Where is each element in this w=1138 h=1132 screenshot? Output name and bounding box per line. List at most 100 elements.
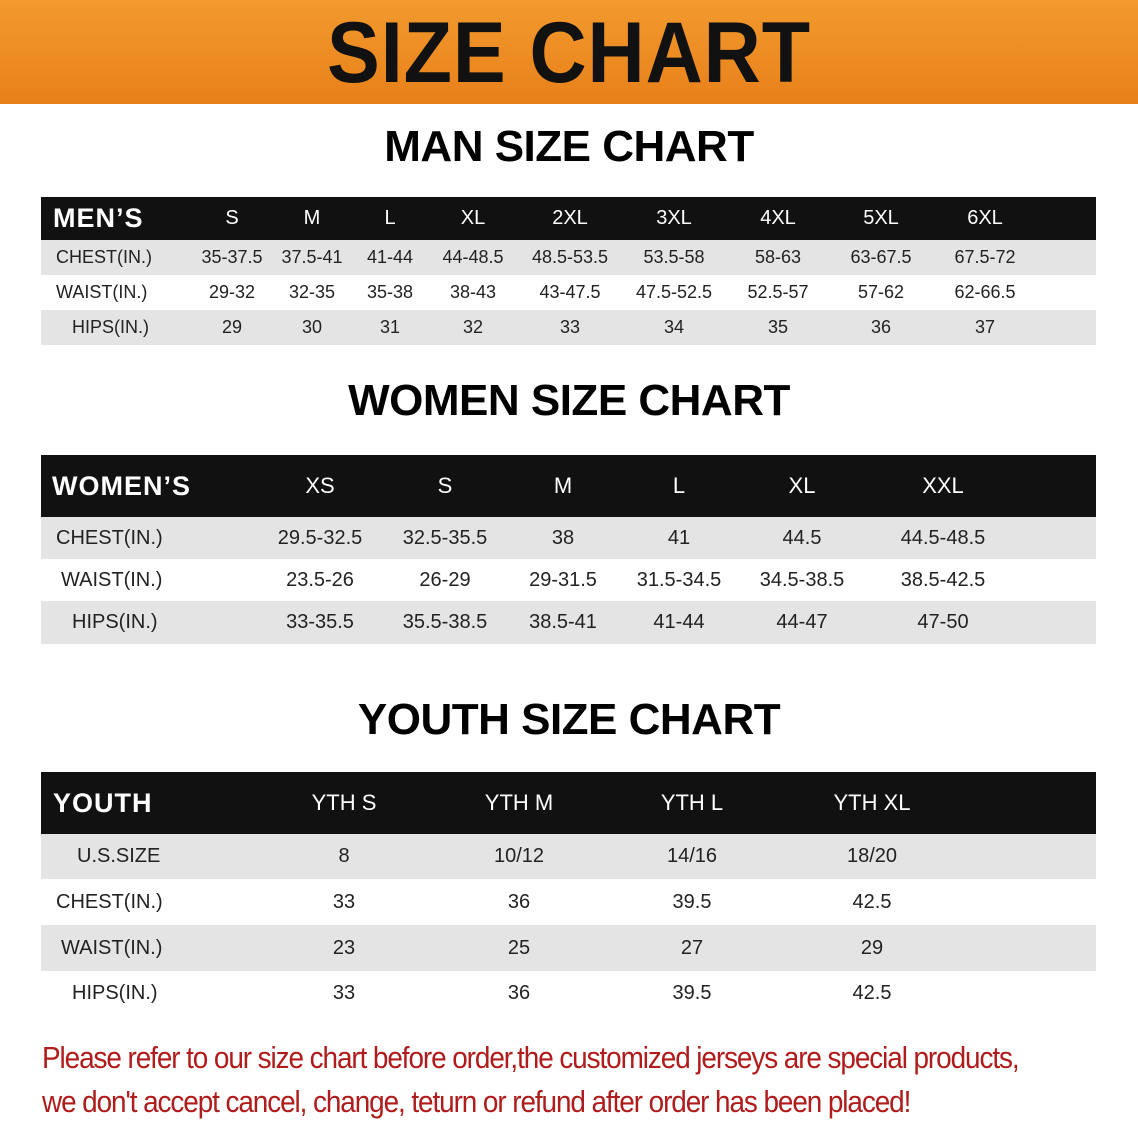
table-row: WAIST(IN.) 29-32 32-35 35-38 38-43 43-47.5 47.… (41, 275, 1096, 310)
table-cell: 18/20 (846, 845, 898, 867)
table-cell: 43-47.5 (539, 282, 601, 302)
table-row: HIPS(IN.) 33 36 39.5 42.5 (41, 971, 1096, 1016)
table-cell: 32 (462, 317, 484, 337)
table-row: CHEST(IN.) 35-37.5 37.5-41 41-44 44-48.5 48.5… (41, 240, 1096, 275)
row-label: HIPS(IN.) (72, 317, 150, 337)
size-header-5xl: 5XL (863, 207, 899, 229)
table-cell: 62-66.5 (954, 282, 1016, 302)
table-cell: 10/12 (493, 845, 545, 867)
banner-title: SIZE CHART (327, 5, 811, 101)
table-row: WAIST(IN.) 23.5-26 26-29 29-31.5 31.5-34.5 34… (41, 559, 1096, 601)
table-cell: 23.5-26 (286, 568, 354, 591)
size-header-2xl: 2XL (552, 207, 588, 229)
table-row: WAIST(IN.) 23 25 27 29 (41, 925, 1096, 971)
table-cell: 33-35.5 (286, 611, 354, 633)
table-cell: 29-31.5 (529, 568, 597, 591)
table-cell: 52.5-57 (747, 282, 809, 302)
table-cell: 44-47 (776, 611, 828, 633)
table-cell: 63-67.5 (850, 247, 912, 267)
table-header-row: WOMEN’S XS S M L XL XXL (41, 455, 1096, 517)
table-cell: 67.5-72 (954, 247, 1016, 267)
table-cell: 47.5-52.5 (635, 282, 713, 302)
row-label: CHEST(IN.) (56, 247, 152, 267)
table-cell: 34 (663, 317, 685, 337)
table-cell: 44-48.5 (442, 247, 504, 267)
table-cell: 32-35 (288, 282, 336, 302)
row-label: CHEST(IN.) (56, 526, 163, 549)
size-header-xl: XL (788, 473, 816, 498)
table-cell: 53.5-58 (643, 247, 705, 267)
table-cell: 38.5-42.5 (900, 568, 986, 591)
table-cell: 35-38 (366, 282, 414, 302)
size-header-m: M (553, 473, 573, 498)
table-cell: 33 (332, 890, 356, 913)
row-label: WAIST(IN.) (61, 568, 163, 591)
table-row: CHEST(IN.) 29.5-32.5 32.5-35.5 38 41 44.5 44.5… (41, 517, 1096, 559)
size-header-3xl: 3XL (656, 207, 692, 229)
size-header-yth-m: YTH M (484, 790, 554, 815)
table-row: U.S.SIZE 8 10/12 14/16 18/20 (41, 834, 1096, 879)
size-header-yth-l: YTH L (660, 790, 724, 815)
table-cell: 38-43 (449, 282, 497, 302)
header-label: MEN’S (53, 203, 144, 233)
table-cell: 57-62 (857, 282, 905, 302)
table-cell: 32.5-35.5 (402, 526, 488, 549)
size-header-xs: XS (305, 473, 335, 498)
table-cell: 47-50 (917, 611, 969, 633)
row-label: CHEST(IN.) (56, 890, 163, 913)
table-cell: 36 (507, 890, 531, 913)
table-cell: 44.5-48.5 (900, 526, 986, 549)
table-cell: 25 (507, 936, 531, 959)
men-section-title: MAN SIZE CHART (384, 122, 754, 171)
table-cell: 37.5-41 (281, 247, 343, 267)
table-cell: 14/16 (666, 845, 718, 867)
table-cell: 31.5-34.5 (636, 568, 722, 591)
table-cell: 38 (551, 526, 575, 549)
table-cell: 35.5-38.5 (402, 611, 488, 633)
table-cell: 34.5-38.5 (759, 568, 845, 591)
footer-line-2: we don't accept cancel, change, teturn o… (42, 1084, 911, 1119)
size-header-s: S (437, 473, 453, 498)
table-row: HIPS(IN.) 29 30 31 32 33 34 35 36 37 (41, 310, 1096, 345)
row-label: U.S.SIZE (77, 845, 161, 867)
size-header-xxl: XXL (922, 473, 964, 498)
table-cell: 48.5-53.5 (531, 247, 609, 267)
table-cell: 36 (507, 982, 531, 1004)
banner: SIZE CHART (0, 0, 1138, 104)
size-header-yth-xl: YTH XL (833, 790, 911, 815)
header-label: YOUTH (53, 787, 153, 818)
women-size-table: WOMEN’S XS S M L XL XXL CHEST(IN.) 29.5-32.5 32.5… (41, 455, 1096, 644)
youth-size-table: YOUTH YTH S YTH M YTH L YTH XL U.S.SIZE 8 10/12… (41, 772, 1096, 1016)
table-cell: 33 (559, 317, 581, 337)
table-cell: 36 (870, 317, 892, 337)
size-header-s: S (225, 207, 239, 229)
table-cell: 39.5 (672, 890, 712, 913)
size-header-yth-s: YTH S (311, 790, 377, 815)
table-cell: 29-32 (208, 282, 256, 302)
table-cell: 23 (332, 936, 356, 959)
size-header-l: L (672, 473, 686, 498)
table-header-row: YOUTH YTH S YTH M YTH L YTH XL (41, 772, 1096, 834)
table-cell: 42.5 (852, 982, 892, 1004)
women-section-title: WOMEN SIZE CHART (348, 376, 790, 425)
table-header-row: MEN’S S M L XL 2XL 3XL 4XL 5XL 6XL (41, 197, 1096, 240)
table-cell: 30 (301, 317, 323, 337)
table-cell: 31 (379, 317, 401, 337)
size-header-xl: XL (460, 207, 486, 229)
youth-section-title: YOUTH SIZE CHART (357, 695, 781, 744)
table-cell: 41-44 (653, 611, 705, 633)
row-label: WAIST(IN.) (61, 936, 163, 959)
table-cell: 29 (860, 936, 884, 959)
table-cell: 29.5-32.5 (277, 526, 363, 549)
table-cell: 27 (680, 936, 704, 959)
table-cell: 35-37.5 (201, 247, 263, 267)
table-cell: 39.5 (672, 982, 712, 1004)
table-cell: 26-29 (419, 568, 471, 591)
table-cell: 33 (332, 982, 356, 1004)
table-row: CHEST(IN.) 33 36 39.5 42.5 (41, 879, 1096, 925)
men-size-table: MEN’S S M L XL 2XL 3XL 4XL 5XL 6XL CHEST(IN.) 35-37… (41, 197, 1096, 345)
size-header-m: M (303, 207, 321, 229)
row-label: HIPS(IN.) (72, 982, 158, 1004)
header-label: WOMEN’S (52, 470, 191, 501)
size-header-l: L (384, 207, 396, 229)
